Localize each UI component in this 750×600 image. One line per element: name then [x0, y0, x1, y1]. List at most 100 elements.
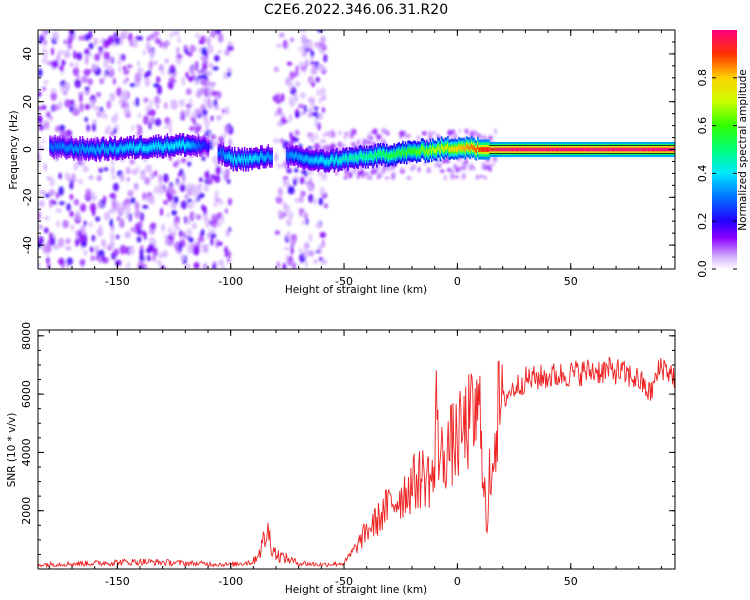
- heatmap-cell: [149, 116, 156, 125]
- heatmap-cell: [167, 184, 175, 194]
- heatmap-cell: [511, 147, 514, 152]
- heatmap-cell: [439, 148, 442, 154]
- heatmap-cell: [69, 193, 74, 200]
- heatmap-cell: [274, 152, 279, 162]
- heatmap-cell: [236, 159, 238, 164]
- colorbar-tick-label: 0.8: [696, 69, 709, 87]
- heatmap-cell: [303, 248, 309, 258]
- heatmap-cell: [42, 86, 47, 92]
- heatmap-cell: [518, 147, 520, 152]
- heatmap-cell: [414, 148, 417, 154]
- heatmap-cell: [201, 228, 205, 237]
- heatmap-cell: [262, 155, 265, 161]
- heatmap-cell: [151, 145, 154, 151]
- heatmap-cell: [475, 174, 479, 181]
- heatmap-cell: [394, 153, 397, 159]
- heatmap-cell: [144, 177, 151, 185]
- heatmap-cell: [81, 241, 87, 248]
- heatmap-cell: [455, 168, 459, 173]
- heatmap-cell: [278, 32, 285, 38]
- heatmap-cell: [224, 124, 231, 133]
- heatmap-cell: [282, 262, 287, 269]
- heatmap-cell: [470, 163, 474, 169]
- heatmap-cell: [299, 111, 306, 116]
- heatmap-cell: [201, 47, 208, 56]
- heatmap-cell: [68, 30, 75, 37]
- heatmap-cell: [110, 145, 112, 151]
- heatmap-cell: [592, 147, 595, 152]
- heatmap-cell: [255, 154, 257, 160]
- heatmap-cell: [185, 49, 189, 55]
- heatmap-cell: [584, 147, 586, 152]
- heatmap-cell: [109, 208, 114, 214]
- heatmap-cell: [280, 116, 286, 125]
- heatmap-cell: [38, 262, 41, 268]
- heatmap-cell: [174, 144, 176, 149]
- heatmap-cell: [141, 146, 144, 152]
- heatmap-cell: [546, 147, 549, 152]
- heatmap-cell: [204, 264, 209, 269]
- heatmap-cell: [185, 186, 189, 197]
- heatmap-cell: [181, 172, 186, 183]
- heatmap-cell: [290, 153, 292, 159]
- heatmap-cell: [338, 158, 341, 164]
- heatmap-cell: [580, 147, 583, 152]
- heatmap-cell: [540, 147, 543, 152]
- heatmap-cell: [520, 147, 523, 152]
- heatmap-x-label: Height of straight line (km): [285, 284, 427, 296]
- heatmap-cell: [534, 147, 536, 152]
- heatmap-cell: [286, 230, 291, 240]
- heatmap-cell: [59, 143, 61, 148]
- heatmap-cell: [101, 144, 104, 150]
- heatmap-cell: [458, 144, 460, 150]
- heatmap-cell: [203, 184, 209, 192]
- heatmap-cell: [197, 141, 200, 147]
- heatmap-cell: [304, 156, 307, 161]
- heatmap-cell: [145, 42, 151, 51]
- heatmap-cell: [495, 147, 498, 152]
- heatmap-cell: [535, 147, 538, 152]
- heatmap-cell: [201, 244, 208, 248]
- heatmap-cell: [478, 134, 483, 140]
- heatmap-cell: [574, 147, 576, 152]
- heatmap-cell: [576, 147, 579, 152]
- heatmap-cell: [102, 241, 107, 250]
- heatmap-cell: [491, 147, 494, 152]
- heatmap-cell: [224, 247, 228, 252]
- heatmap-cell: [180, 254, 186, 261]
- heatmap-cell: [194, 143, 196, 148]
- heatmap-cell: [273, 66, 279, 73]
- heatmap-cell: [377, 150, 379, 156]
- heatmap-cell: [43, 163, 47, 171]
- heatmap-cell: [151, 253, 157, 262]
- heatmap-cell: [290, 245, 294, 255]
- heatmap-cell: [167, 143, 170, 149]
- heatmap-cell: [63, 89, 68, 96]
- heatmap-cell: [74, 78, 82, 89]
- heatmap-cell: [624, 147, 626, 152]
- heatmap-cell: [291, 152, 293, 157]
- heatmap-cell: [217, 49, 222, 55]
- heatmap-cell: [177, 142, 180, 148]
- heatmap-cell: [287, 155, 290, 161]
- heatmap-cell: [261, 153, 263, 158]
- heatmap-cell: [166, 212, 170, 218]
- heatmap-cell: [177, 36, 181, 43]
- heatmap-cell: [324, 160, 327, 166]
- heatmap-cell: [461, 162, 467, 168]
- heatmap-cell: [549, 147, 551, 152]
- heatmap-cell: [225, 154, 227, 159]
- x-tick-label: -50: [335, 275, 353, 288]
- heatmap-cell: [79, 102, 85, 113]
- y-tick-label: -40: [21, 236, 34, 254]
- heatmap-cell: [614, 147, 616, 152]
- heatmap-cell: [480, 147, 483, 152]
- heatmap-cell: [201, 155, 206, 161]
- heatmap-cell: [348, 171, 353, 179]
- heatmap-cell: [280, 93, 285, 102]
- heatmap-cell: [183, 194, 189, 199]
- heatmap-cell: [417, 149, 419, 154]
- heatmap-cell: [290, 37, 295, 42]
- heatmap-cell: [104, 148, 106, 153]
- heatmap-cell: [544, 147, 546, 152]
